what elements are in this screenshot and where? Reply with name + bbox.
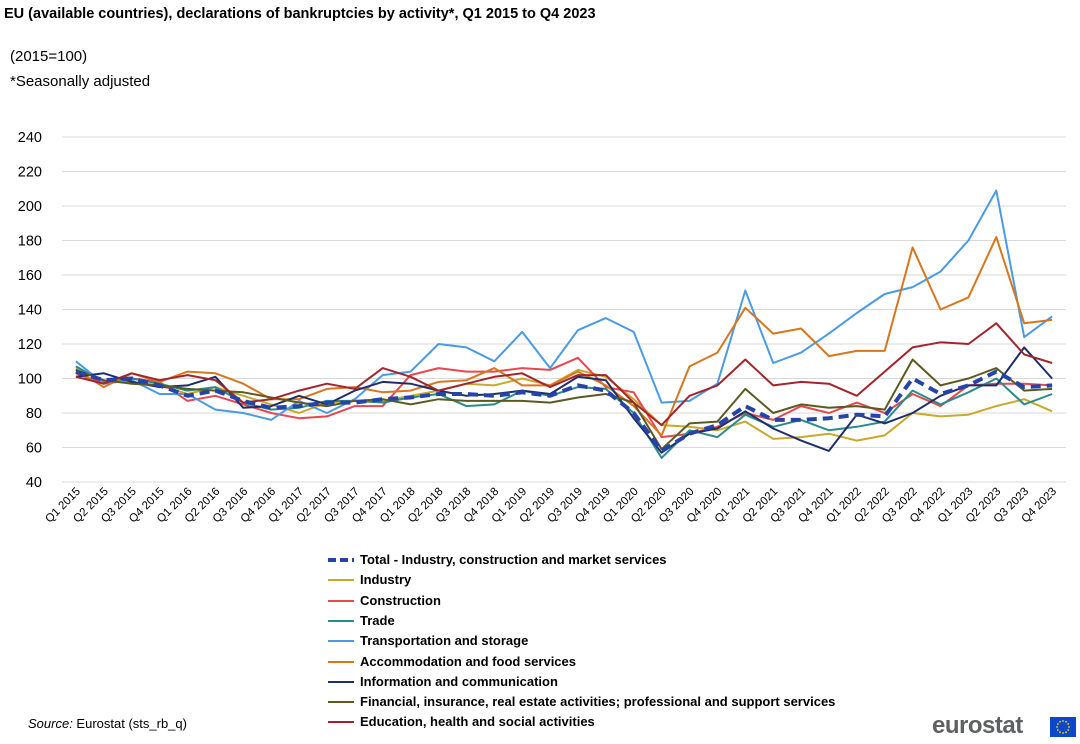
legend-swatch [328, 701, 354, 704]
legend-label: Information and communication [360, 673, 558, 689]
chart-subtitle-index: (2015=100) [10, 48, 88, 65]
legend-item-accommodation: Accommodation and food services [326, 652, 926, 672]
chart-title: EU (available countries), declarations o… [4, 6, 596, 22]
logo-wordmark: eurostat [932, 712, 1023, 739]
chart-subtitle-note: *Seasonally adjusted [10, 73, 151, 90]
y-tick-label: 160 [18, 268, 42, 284]
legend-label: Transportation and storage [360, 633, 529, 649]
series-lines [75, 189, 1053, 459]
legend-swatch [328, 640, 354, 643]
y-tick-label: 220 [18, 165, 42, 181]
source-text: Eurostat (sts_rb_q) [72, 716, 187, 731]
series-line-information [75, 346, 1053, 454]
legend-swatch [328, 721, 354, 724]
y-tick-label: 40 [26, 475, 42, 491]
legend-label: Trade [360, 612, 395, 628]
y-tick-label: 60 [26, 441, 42, 457]
y-tick-label: 140 [18, 303, 42, 319]
grid-lines [62, 136, 1066, 483]
legend-swatch [328, 660, 354, 663]
legend-label: Education, health and social activities [360, 714, 595, 730]
y-tick-label: 240 [18, 130, 42, 146]
series-line-financial [75, 358, 1053, 451]
source-label: Source: [28, 716, 73, 731]
legend-swatch [328, 619, 354, 622]
line-chart: 40 60 80 100 120 140 160 180 200 220 240 Q1 2015Q2… [18, 130, 1066, 526]
legend-item-transport: Transportation and storage [326, 631, 926, 651]
y-tick-label: 180 [18, 234, 42, 250]
y-tick-label: 200 [18, 199, 42, 215]
series-line-accommodation [75, 236, 1053, 437]
y-tick-label: 80 [26, 406, 42, 422]
legend-swatch [328, 579, 354, 582]
y-tick-label: 100 [18, 372, 42, 388]
eu-flag-icon [1050, 717, 1076, 737]
legend-item-construction: Construction [326, 591, 926, 611]
legend-item-information: Information and communication [326, 672, 926, 692]
legend-label: Industry [360, 572, 412, 588]
legend-swatch [328, 558, 354, 562]
y-axis-ticks: 40 60 80 100 120 140 160 180 200 220 240 [18, 130, 42, 491]
legend-swatch [328, 680, 354, 683]
series-line-transport [75, 189, 1053, 421]
legend-item-education: Education, health and social activities [326, 712, 926, 732]
y-tick-label: 120 [18, 337, 42, 353]
series-line-total [75, 369, 1053, 453]
legend-item-industry: Industry [326, 570, 926, 590]
legend-item-financial: Financial, insurance, real estate activi… [326, 692, 926, 712]
legend-label: Financial, insurance, real estate activi… [360, 694, 836, 710]
legend-item-trade: Trade [326, 611, 926, 631]
legend-label: Accommodation and food services [360, 653, 576, 669]
legend-swatch [328, 599, 354, 602]
source-note: Source: Eurostat (sts_rb_q) [28, 716, 187, 731]
legend-item-total: Total - Industry, construction and marke… [326, 550, 926, 570]
legend-label: Total - Industry, construction and marke… [360, 552, 667, 567]
legend-label: Construction [360, 592, 441, 608]
